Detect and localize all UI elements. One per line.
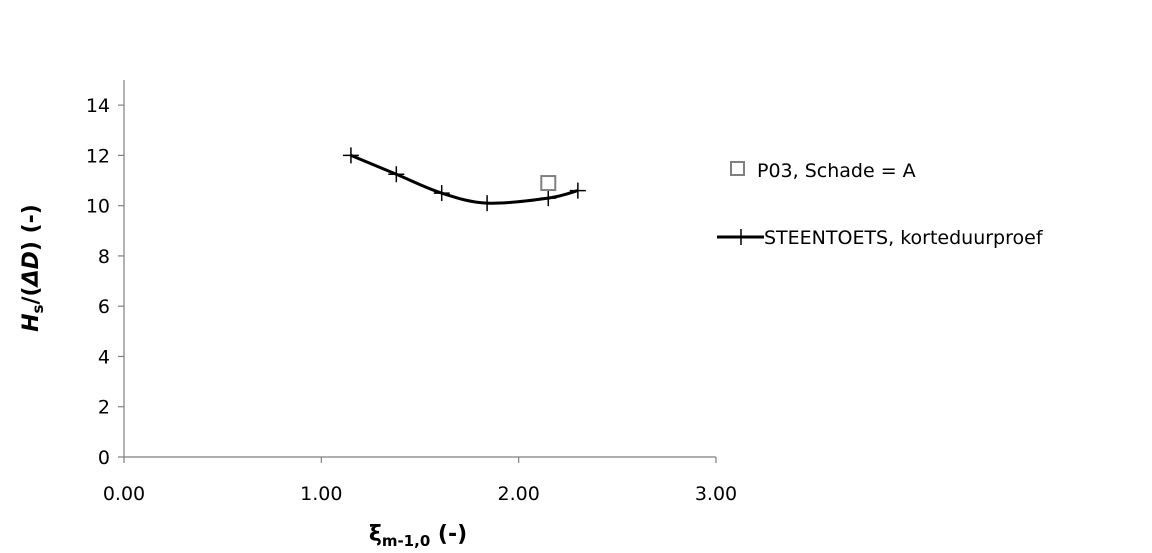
y-axis-suffix: ) (-) [19,204,44,251]
x-axis-suffix: (-) [430,522,467,547]
y-axis-subscript: s [29,304,47,313]
y-tick-label: 4 [98,346,110,368]
y-tick-label: 2 [98,397,110,419]
steentoets-point [388,166,405,183]
y-axis-symbol: H [19,313,44,331]
steentoets-point [479,195,496,212]
y-tick-label: 0 [98,447,110,469]
steentoets-point [540,190,557,207]
plot-series [342,147,586,212]
x-axis-title: ξm-1,0 (-) [369,522,467,549]
legend-label-p03: P03, Schade = A [757,160,916,182]
x-tick-label: 2.00 [498,483,540,505]
y-axis-delta-d: ΔD [19,251,44,288]
p03-point [540,175,557,192]
x-tick-labels: 0.00 1.00 2.00 3.00 [103,457,737,505]
steentoets-point [342,147,359,164]
x-tick-label: 1.00 [300,483,342,505]
x-tick-label: 3.00 [695,483,737,505]
x-axis-subscript: m-1,0 [382,532,430,549]
x-axis-symbol: ξ [369,522,382,547]
x-tick-label: 0.00 [103,483,145,505]
steentoets-point [569,182,586,199]
y-axis-middle: /( [19,286,44,304]
y-tick-label: 14 [86,95,110,117]
y-tick-label: 12 [86,145,110,167]
legend-item-p03: P03, Schade = A [730,160,916,182]
legend-square-marker [730,161,745,176]
axes [123,80,716,458]
steentoets-point [433,185,450,202]
legend: P03, Schade = A STEENTOETS, korteduurpro… [717,160,1044,249]
y-tick-label: 10 [86,196,110,218]
y-tick-label: 8 [98,246,110,268]
y-tick-label: 6 [98,296,110,318]
legend-item-steentoets: STEENTOETS, korteduurproef [717,227,1044,249]
legend-label-steentoets: STEENTOETS, korteduurproef [764,227,1044,249]
y-tick-labels: 0 2 4 6 8 10 12 14 [86,95,124,469]
y-axis-title: Hs/(ΔD) (-) [19,204,47,332]
